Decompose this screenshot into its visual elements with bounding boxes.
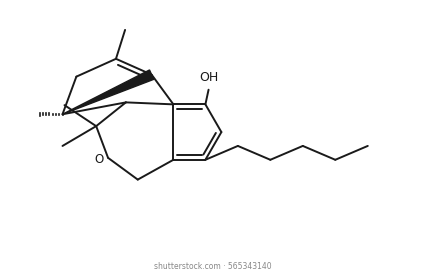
Text: OH: OH bbox=[199, 71, 218, 84]
Text: shutterstock.com · 565343140: shutterstock.com · 565343140 bbox=[154, 262, 272, 272]
Text: O: O bbox=[95, 153, 104, 166]
Polygon shape bbox=[63, 70, 154, 114]
